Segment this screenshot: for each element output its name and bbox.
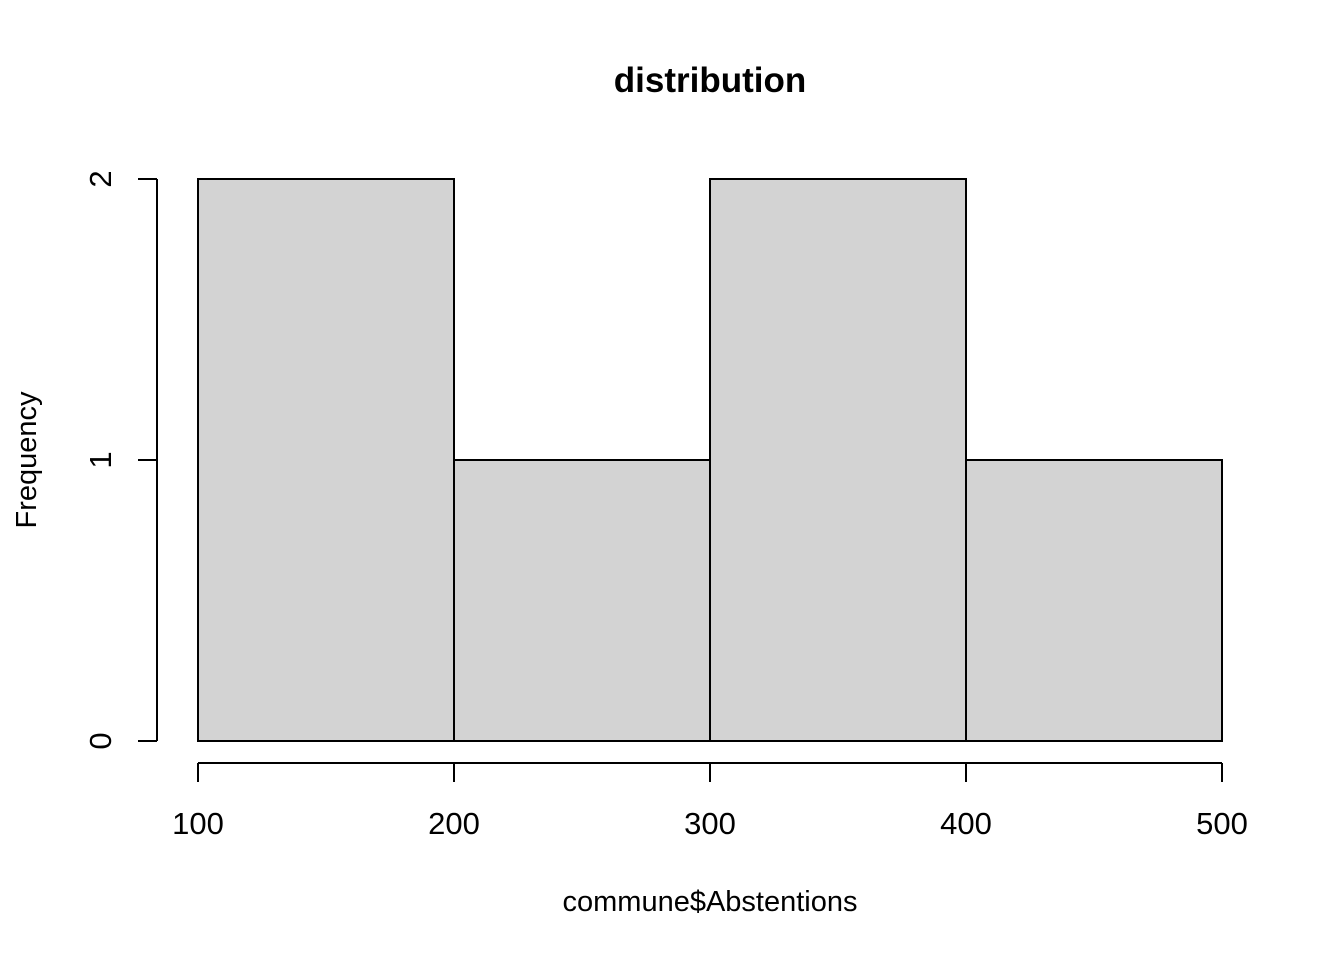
chart-title: distribution bbox=[614, 61, 806, 100]
histogram-bar-2 bbox=[453, 459, 711, 742]
histogram-bar-4 bbox=[965, 459, 1223, 742]
bars-group bbox=[197, 178, 1223, 742]
y-tick-label-1: 1 bbox=[83, 451, 118, 468]
y-axis: 0 1 2 bbox=[83, 170, 158, 750]
y-tick-label-0: 0 bbox=[83, 732, 118, 749]
x-tick-label-100: 100 bbox=[172, 806, 224, 841]
x-tick-label-300: 300 bbox=[684, 806, 736, 841]
x-tick-label-500: 500 bbox=[1196, 806, 1248, 841]
y-axis-title: Frequency bbox=[11, 391, 43, 529]
histogram-bar-1 bbox=[197, 178, 455, 742]
histogram-bar-3 bbox=[709, 178, 967, 742]
x-tick-label-400: 400 bbox=[940, 806, 992, 841]
x-axis-title: commune$Abstentions bbox=[563, 886, 858, 918]
y-tick-label-2: 2 bbox=[83, 170, 118, 187]
x-tick-label-200: 200 bbox=[428, 806, 480, 841]
x-axis: 100 200 300 400 500 bbox=[172, 762, 1248, 841]
